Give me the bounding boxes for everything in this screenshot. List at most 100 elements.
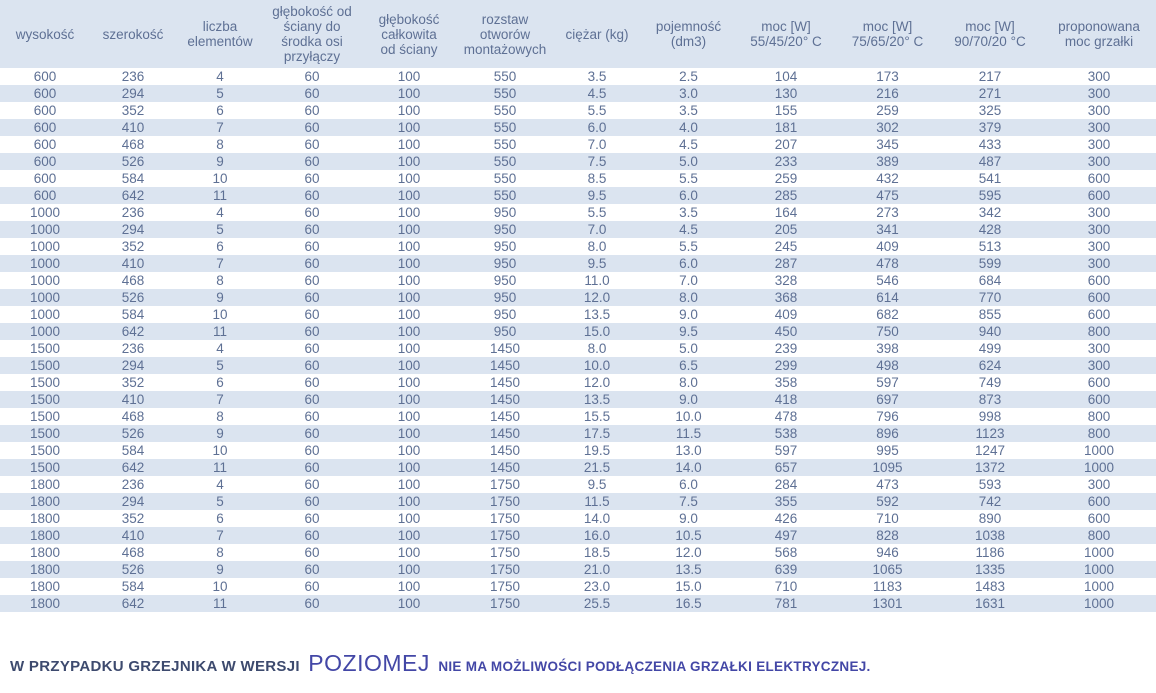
table-cell: 1000 bbox=[29, 273, 61, 288]
table-cell: 1123 bbox=[938, 425, 1042, 442]
table-cell: 4.5 bbox=[679, 137, 698, 152]
table-cell: 1800 bbox=[29, 477, 61, 492]
table-cell: 60 bbox=[264, 425, 360, 442]
table-cell: 345 bbox=[876, 137, 899, 152]
table-cell: 60 bbox=[304, 409, 320, 424]
table-cell: 597 bbox=[876, 375, 899, 390]
table-cell: 100 bbox=[397, 409, 421, 424]
table-cell: 1450 bbox=[458, 459, 552, 476]
table-cell: 1500 bbox=[29, 409, 61, 424]
table-cell: 60 bbox=[304, 375, 320, 390]
column-header: moc [W] 90/70/20 °C bbox=[938, 0, 1042, 68]
table-row: 1000 642 11 60 100 950 15.0 9.5 450 750 940 800 bbox=[0, 323, 1156, 340]
table-cell: 950 bbox=[458, 221, 552, 238]
table-cell: 499 bbox=[978, 341, 1002, 356]
table-cell: 8 bbox=[216, 545, 224, 560]
table-cell: 9 bbox=[176, 561, 264, 578]
table-cell: 1000 bbox=[1083, 443, 1115, 458]
table-cell: 300 bbox=[1087, 137, 1111, 152]
column-header: moc [W] 75/65/20° C bbox=[837, 0, 938, 68]
table-cell: 6 bbox=[216, 375, 224, 390]
footer-note-highlight: POZIOMEJ bbox=[308, 650, 430, 676]
table-row: 1000 352 6 60 100 950 8.0 5.5 245 409 513 300 bbox=[0, 238, 1156, 255]
table-cell: 60 bbox=[304, 477, 320, 492]
table-cell: 475 bbox=[837, 187, 938, 204]
table-cell: 16.5 bbox=[642, 595, 735, 612]
column-header: moc [W] 55/45/20° C bbox=[735, 0, 837, 68]
table-cell: 4 bbox=[216, 341, 224, 356]
table-row: 1800 526 9 60 100 1750 21.0 13.5 639 1065 1335 1000 bbox=[0, 561, 1156, 578]
table-cell: 946 bbox=[876, 545, 899, 560]
table-row: 1500 294 5 60 100 1450 10.0 6.5 299 498 624 300 bbox=[0, 357, 1156, 374]
table-cell: 1000 bbox=[29, 205, 61, 220]
table-cell: 300 bbox=[1042, 119, 1156, 136]
table-cell: 60 bbox=[264, 289, 360, 306]
table-cell: 1500 bbox=[0, 357, 90, 374]
table-cell: 300 bbox=[1042, 357, 1156, 374]
table-cell: 896 bbox=[837, 425, 938, 442]
table-row: 1500 410 7 60 100 1450 13.5 9.0 418 697 873 600 bbox=[0, 391, 1156, 408]
table-cell: 60 bbox=[264, 561, 360, 578]
table-cell: 60 bbox=[264, 527, 360, 544]
table-cell: 389 bbox=[837, 153, 938, 170]
table-cell: 614 bbox=[837, 289, 938, 306]
table-cell: 600 bbox=[33, 171, 57, 186]
table-cell: 750 bbox=[837, 323, 938, 340]
table-cell: 8.0 bbox=[679, 375, 698, 390]
table-cell: 1000 bbox=[1042, 459, 1156, 476]
table-cell: 60 bbox=[304, 511, 320, 526]
table-cell: 800 bbox=[1042, 425, 1156, 442]
table-cell: 1450 bbox=[489, 443, 521, 458]
footer-note-prefix: W PRZYPADKU GRZEJNIKA W WERSJI bbox=[10, 658, 300, 675]
table-cell: 639 bbox=[735, 561, 837, 578]
table-cell: 624 bbox=[938, 357, 1042, 374]
table-cell: 9.0 bbox=[642, 391, 735, 408]
table-cell: 100 bbox=[397, 307, 421, 322]
table-cell: 100 bbox=[360, 595, 458, 612]
table-row: 1500 584 10 60 100 1450 19.5 13.0 597 995 1247 1000 bbox=[0, 442, 1156, 459]
table-row: 1800 642 11 60 100 1750 25.5 16.5 781 1301 1631 100… bbox=[0, 595, 1156, 612]
table-cell: 600 bbox=[1042, 391, 1156, 408]
table-cell: 1750 bbox=[458, 527, 552, 544]
table-cell: 205 bbox=[735, 221, 837, 238]
table-cell: 478 bbox=[837, 255, 938, 272]
table-cell: 325 bbox=[978, 103, 1002, 118]
table-cell: 550 bbox=[458, 85, 552, 102]
table-cell: 342 bbox=[978, 205, 1002, 220]
table-cell: 1750 bbox=[489, 545, 521, 560]
table-cell: 60 bbox=[304, 545, 320, 560]
table-row: 600 294 5 60 100 550 4.5 3.0 130 216 271 300 bbox=[0, 85, 1156, 102]
table-cell: 60 bbox=[264, 255, 360, 272]
table-cell: 1372 bbox=[938, 459, 1042, 476]
table-cell: 100 bbox=[397, 375, 421, 390]
table-cell: 800 bbox=[1042, 323, 1156, 340]
table-cell: 8.5 bbox=[587, 171, 607, 186]
table-cell: 100 bbox=[397, 239, 421, 254]
table-cell: 19.5 bbox=[583, 443, 611, 458]
table-cell: 11 bbox=[176, 595, 264, 612]
table-cell: 600 bbox=[1042, 493, 1156, 510]
table-cell: 300 bbox=[1042, 255, 1156, 272]
table-cell: 9 bbox=[176, 425, 264, 442]
table-row: 1500 642 11 60 100 1450 21.5 14.0 657 1095 1372 100… bbox=[0, 459, 1156, 476]
table-cell: 9.0 bbox=[679, 307, 698, 322]
table-cell: 3.5 bbox=[587, 69, 607, 84]
table-cell: 950 bbox=[458, 323, 552, 340]
table-cell: 5.5 bbox=[679, 171, 698, 186]
table-cell: 1450 bbox=[458, 425, 552, 442]
table-cell: 21.0 bbox=[552, 561, 642, 578]
table-cell: 487 bbox=[938, 153, 1042, 170]
table-cell: 697 bbox=[837, 391, 938, 408]
table-cell: 100 bbox=[397, 205, 421, 220]
table-cell: 1038 bbox=[938, 527, 1042, 544]
table-cell: 541 bbox=[978, 171, 1002, 186]
table-cell: 300 bbox=[1087, 103, 1111, 118]
table-cell: 950 bbox=[493, 307, 517, 322]
table-cell: 100 bbox=[397, 273, 421, 288]
table-cell: 299 bbox=[735, 357, 837, 374]
table-row: 1800 468 8 60 100 1750 18.5 12.0 568 946 1186 1000 bbox=[0, 544, 1156, 561]
table-cell: 181 bbox=[735, 119, 837, 136]
table-cell: 236 bbox=[121, 69, 145, 84]
table-cell: 8.0 bbox=[642, 289, 735, 306]
table-cell: 584 bbox=[121, 171, 145, 186]
